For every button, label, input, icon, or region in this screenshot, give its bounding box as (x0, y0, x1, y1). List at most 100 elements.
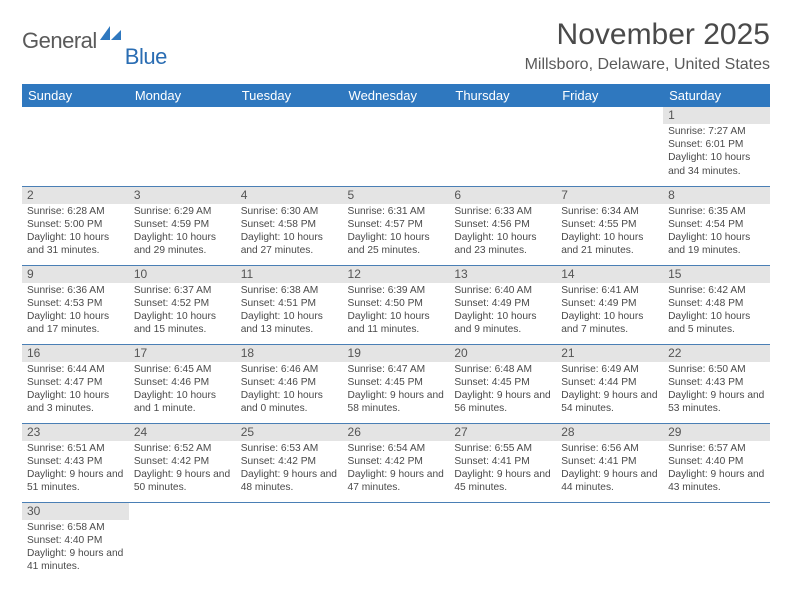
sunrise-line: Sunrise: 6:51 AM (27, 442, 124, 455)
day-number: 5 (343, 187, 450, 204)
calendar-body: 1Sunrise: 7:27 AMSunset: 6:01 PMDaylight… (22, 107, 770, 581)
day-number: 13 (449, 266, 556, 283)
sunrise-line: Sunrise: 6:58 AM (27, 521, 124, 534)
sunset-line: Sunset: 4:42 PM (241, 455, 338, 468)
day-number: 4 (236, 187, 343, 204)
sunrise-line: Sunrise: 6:33 AM (454, 205, 551, 218)
day-details: Sunrise: 6:33 AMSunset: 4:56 PMDaylight:… (449, 204, 556, 260)
daylight-line: Daylight: 9 hours and 41 minutes. (27, 547, 124, 573)
sunset-line: Sunset: 4:51 PM (241, 297, 338, 310)
sunset-line: Sunset: 4:57 PM (348, 218, 445, 231)
calendar-day: 16Sunrise: 6:44 AMSunset: 4:47 PMDayligh… (22, 344, 129, 423)
day-number: 21 (556, 345, 663, 362)
day-number: 28 (556, 424, 663, 441)
daylight-line: Daylight: 9 hours and 47 minutes. (348, 468, 445, 494)
calendar-day (343, 502, 450, 581)
calendar-day: 9Sunrise: 6:36 AMSunset: 4:53 PMDaylight… (22, 265, 129, 344)
day-details (556, 520, 663, 524)
day-details: Sunrise: 6:57 AMSunset: 4:40 PMDaylight:… (663, 441, 770, 497)
calendar-day: 28Sunrise: 6:56 AMSunset: 4:41 PMDayligh… (556, 423, 663, 502)
sunrise-line: Sunrise: 7:27 AM (668, 125, 765, 138)
calendar-day (449, 107, 556, 186)
sunset-line: Sunset: 4:53 PM (27, 297, 124, 310)
daylight-line: Daylight: 10 hours and 31 minutes. (27, 231, 124, 257)
calendar-day: 8Sunrise: 6:35 AMSunset: 4:54 PMDaylight… (663, 186, 770, 265)
sunset-line: Sunset: 4:47 PM (27, 376, 124, 389)
page-title: November 2025 (525, 18, 770, 52)
day-details: Sunrise: 6:50 AMSunset: 4:43 PMDaylight:… (663, 362, 770, 418)
calendar-day: 6Sunrise: 6:33 AMSunset: 4:56 PMDaylight… (449, 186, 556, 265)
sunset-line: Sunset: 4:46 PM (241, 376, 338, 389)
day-number (663, 503, 770, 520)
day-details (129, 520, 236, 524)
day-details (663, 520, 770, 524)
sunrise-line: Sunrise: 6:35 AM (668, 205, 765, 218)
daylight-line: Daylight: 10 hours and 1 minute. (134, 389, 231, 415)
daylight-line: Daylight: 9 hours and 56 minutes. (454, 389, 551, 415)
day-number (22, 107, 129, 124)
sunset-line: Sunset: 4:43 PM (668, 376, 765, 389)
day-details (449, 520, 556, 524)
calendar-day: 18Sunrise: 6:46 AMSunset: 4:46 PMDayligh… (236, 344, 343, 423)
day-details (556, 124, 663, 128)
daylight-line: Daylight: 9 hours and 45 minutes. (454, 468, 551, 494)
day-details (449, 124, 556, 128)
calendar-day (449, 502, 556, 581)
daylight-line: Daylight: 10 hours and 9 minutes. (454, 310, 551, 336)
calendar-day (22, 107, 129, 186)
day-details: Sunrise: 6:49 AMSunset: 4:44 PMDaylight:… (556, 362, 663, 418)
calendar-day: 14Sunrise: 6:41 AMSunset: 4:49 PMDayligh… (556, 265, 663, 344)
sunrise-line: Sunrise: 6:55 AM (454, 442, 551, 455)
sunrise-line: Sunrise: 6:40 AM (454, 284, 551, 297)
sunrise-line: Sunrise: 6:37 AM (134, 284, 231, 297)
daylight-line: Daylight: 10 hours and 5 minutes. (668, 310, 765, 336)
day-details: Sunrise: 6:45 AMSunset: 4:46 PMDaylight:… (129, 362, 236, 418)
calendar-day: 24Sunrise: 6:52 AMSunset: 4:42 PMDayligh… (129, 423, 236, 502)
daylight-line: Daylight: 9 hours and 48 minutes. (241, 468, 338, 494)
sunrise-line: Sunrise: 6:31 AM (348, 205, 445, 218)
day-details: Sunrise: 6:52 AMSunset: 4:42 PMDaylight:… (129, 441, 236, 497)
calendar-day: 29Sunrise: 6:57 AMSunset: 4:40 PMDayligh… (663, 423, 770, 502)
sunrise-line: Sunrise: 6:36 AM (27, 284, 124, 297)
sunrise-line: Sunrise: 6:30 AM (241, 205, 338, 218)
day-number (129, 107, 236, 124)
day-details: Sunrise: 6:31 AMSunset: 4:57 PMDaylight:… (343, 204, 450, 260)
day-number: 19 (343, 345, 450, 362)
calendar-day (129, 502, 236, 581)
calendar-day: 23Sunrise: 6:51 AMSunset: 4:43 PMDayligh… (22, 423, 129, 502)
calendar-day: 21Sunrise: 6:49 AMSunset: 4:44 PMDayligh… (556, 344, 663, 423)
sunrise-line: Sunrise: 6:52 AM (134, 442, 231, 455)
day-number: 20 (449, 345, 556, 362)
daylight-line: Daylight: 9 hours and 54 minutes. (561, 389, 658, 415)
day-header: Saturday (663, 84, 770, 107)
logo-word2: Blue (125, 44, 167, 70)
day-number (129, 503, 236, 520)
daylight-line: Daylight: 9 hours and 58 minutes. (348, 389, 445, 415)
calendar-day (129, 107, 236, 186)
day-number: 27 (449, 424, 556, 441)
sunset-line: Sunset: 4:41 PM (561, 455, 658, 468)
calendar-day: 25Sunrise: 6:53 AMSunset: 4:42 PMDayligh… (236, 423, 343, 502)
daylight-line: Daylight: 10 hours and 0 minutes. (241, 389, 338, 415)
day-number: 15 (663, 266, 770, 283)
day-number: 10 (129, 266, 236, 283)
daylight-line: Daylight: 10 hours and 29 minutes. (134, 231, 231, 257)
day-details: Sunrise: 6:55 AMSunset: 4:41 PMDaylight:… (449, 441, 556, 497)
day-details (22, 124, 129, 128)
sail-icon (98, 23, 124, 48)
sunset-line: Sunset: 4:54 PM (668, 218, 765, 231)
day-number: 29 (663, 424, 770, 441)
sunrise-line: Sunrise: 6:54 AM (348, 442, 445, 455)
sunset-line: Sunset: 4:56 PM (454, 218, 551, 231)
day-details: Sunrise: 6:47 AMSunset: 4:45 PMDaylight:… (343, 362, 450, 418)
day-details: Sunrise: 6:56 AMSunset: 4:41 PMDaylight:… (556, 441, 663, 497)
calendar-day: 10Sunrise: 6:37 AMSunset: 4:52 PMDayligh… (129, 265, 236, 344)
day-number (556, 107, 663, 124)
calendar-day (556, 107, 663, 186)
logo: General Blue (22, 18, 169, 54)
sunset-line: Sunset: 4:45 PM (348, 376, 445, 389)
sunrise-line: Sunrise: 6:53 AM (241, 442, 338, 455)
sunset-line: Sunset: 4:58 PM (241, 218, 338, 231)
daylight-line: Daylight: 10 hours and 7 minutes. (561, 310, 658, 336)
calendar-day: 2Sunrise: 6:28 AMSunset: 5:00 PMDaylight… (22, 186, 129, 265)
